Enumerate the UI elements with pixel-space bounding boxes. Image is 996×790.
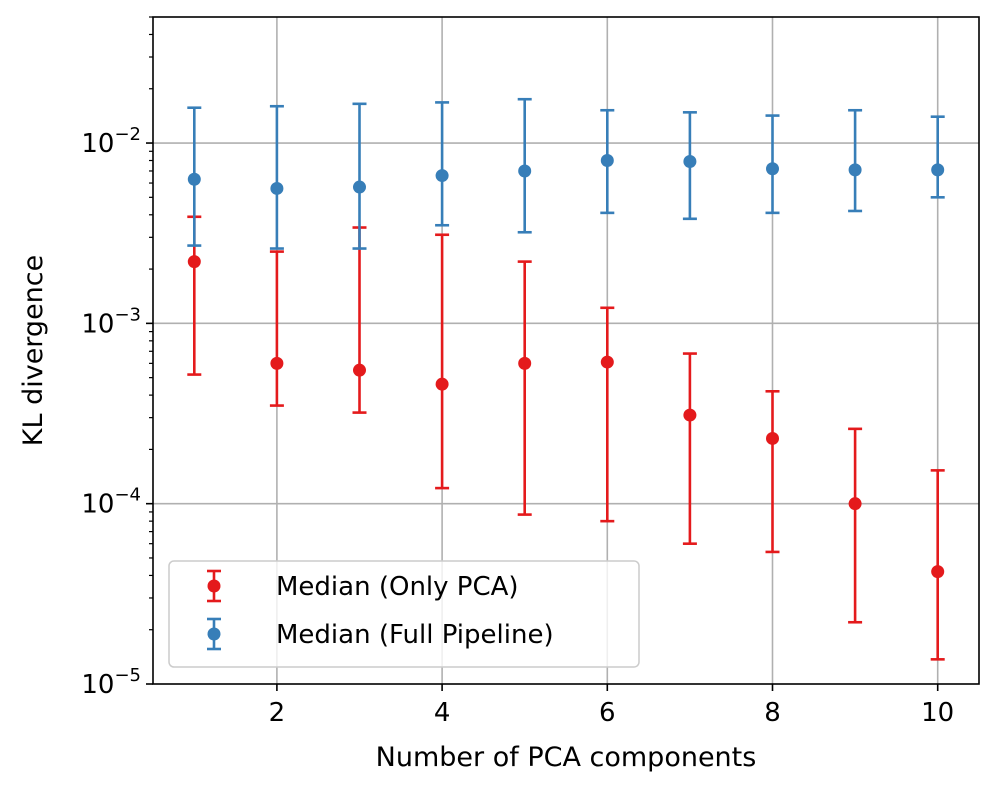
data-point xyxy=(766,431,779,445)
legend-label: Median (Only PCA) xyxy=(276,572,519,602)
data-point xyxy=(683,408,697,422)
data-point xyxy=(270,356,284,370)
legend-label: Median (Full Pipeline) xyxy=(276,620,554,650)
y-tick-label: 10−4 xyxy=(81,485,141,520)
data-point xyxy=(435,377,449,391)
data-point xyxy=(353,363,366,377)
data-point xyxy=(353,180,366,194)
x-tick-label: 6 xyxy=(599,698,616,728)
legend: Median (Only PCA) Median (Full Pipeline) xyxy=(168,560,640,668)
data-point xyxy=(848,163,862,177)
data-point xyxy=(270,181,284,195)
legend-entry: Median (Full Pipeline) xyxy=(207,617,554,651)
series-only-pca xyxy=(187,215,945,661)
legend-marker xyxy=(207,627,221,641)
data-point xyxy=(766,162,779,176)
y-tick-label: 10−5 xyxy=(81,665,141,700)
data-point xyxy=(931,163,945,177)
data-point xyxy=(683,154,697,168)
y-axis-label: KL divergence xyxy=(18,255,49,447)
x-tick-label: 4 xyxy=(434,698,451,728)
series-full-pipeline xyxy=(187,97,945,250)
x-tick-label: 10 xyxy=(921,698,954,728)
legend-entry: Median (Only PCA) xyxy=(207,569,519,603)
x-axis-label: Number of PCA components xyxy=(376,742,757,773)
data-point xyxy=(187,255,201,269)
data-point xyxy=(848,497,862,511)
data-point xyxy=(435,169,449,183)
legend-marker xyxy=(207,579,221,593)
y-tick-label: 10−2 xyxy=(81,124,141,159)
x-tick-label: 2 xyxy=(269,698,286,728)
data-point xyxy=(600,355,614,369)
legend-box xyxy=(168,560,640,668)
plot-frame xyxy=(152,16,980,685)
data-series xyxy=(187,97,945,661)
data-point xyxy=(518,356,532,370)
data-point xyxy=(518,164,532,178)
data-point xyxy=(931,565,945,579)
y-tick-label: 10−3 xyxy=(81,304,141,339)
data-point xyxy=(187,172,201,186)
x-tick-label: 8 xyxy=(764,698,781,728)
data-point xyxy=(600,154,614,168)
axis-ticks: 2 4 6 8 10 10−5 10−4 10−3 10−2 xyxy=(81,16,954,728)
